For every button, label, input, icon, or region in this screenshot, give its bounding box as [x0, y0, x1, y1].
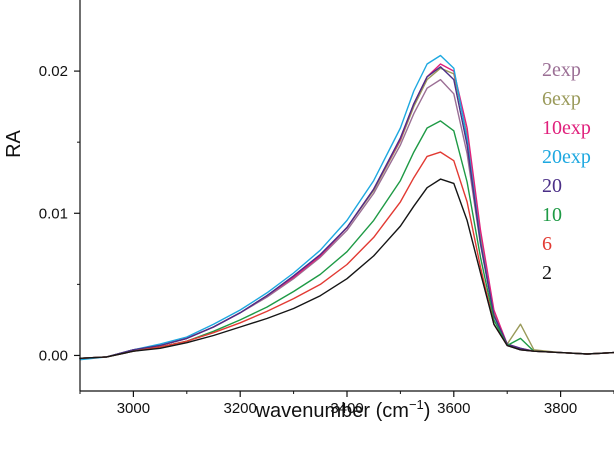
legend-entry-2exp: 2exp — [542, 59, 581, 81]
legend-entry-20: 20 — [542, 175, 562, 197]
series-line-6exp — [79, 67, 614, 359]
legend-entry-10: 10 — [542, 204, 562, 226]
series-line-20 — [79, 66, 614, 359]
legend-entry-6: 6 — [542, 233, 552, 255]
series-line-6 — [79, 151, 614, 359]
series-line-10exp — [79, 63, 614, 359]
legend-entry-2: 2 — [542, 262, 552, 284]
x-axis-title-close: ) — [424, 400, 431, 422]
x-tick-label: 3600 — [437, 400, 470, 417]
legend-entry-20exp: 20exp — [542, 146, 591, 168]
y-tick-label: 0.01 — [39, 205, 68, 222]
series-line-2exp — [79, 78, 614, 359]
legend: 2exp 6exp 10exp 20exp 20 10 6 2 — [542, 59, 591, 284]
legend-entry-6exp: 6exp — [542, 88, 581, 110]
y-axis-title: RA — [3, 129, 25, 157]
x-tick-label: 3200 — [224, 400, 257, 417]
axis-ticks: 3000 3200 3400 3600 3800 0.00 0.01 0.02 — [39, 63, 614, 417]
y-tick-label: 0.00 — [39, 347, 68, 364]
y-tick-label: 0.02 — [39, 63, 68, 80]
series-line-10 — [79, 120, 614, 359]
legend-entry-10exp: 10exp — [542, 117, 591, 139]
x-axis-title: wavenumber (cm−1) — [255, 397, 431, 422]
x-axis-title-main: wavenumber (cm — [255, 400, 409, 422]
x-axis-title-superscript: −1 — [409, 397, 424, 412]
x-tick-label: 3800 — [544, 400, 577, 417]
series-line-2 — [79, 178, 614, 359]
series-line-20exp — [79, 54, 614, 361]
x-tick-label: 3000 — [117, 400, 150, 417]
axes — [79, 0, 614, 392]
plot-area — [79, 54, 614, 361]
x-tick-label: 3400 — [330, 400, 363, 417]
